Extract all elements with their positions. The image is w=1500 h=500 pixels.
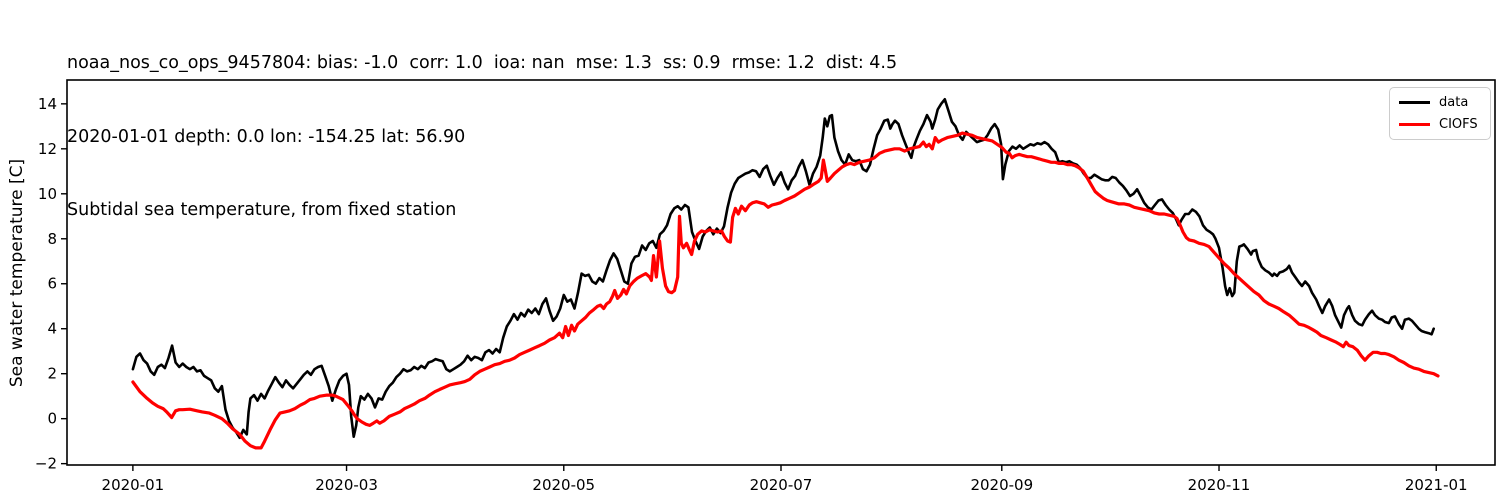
data-line-swatch (1399, 101, 1430, 104)
y-tick-label: 4 (47, 320, 57, 338)
legend-label-ciofs: CIOFS (1439, 117, 1478, 132)
y-tick-label: 12 (38, 140, 57, 158)
x-tick-label: 2020-03 (315, 476, 378, 494)
x-tick-label: 2021-01 (1405, 476, 1468, 494)
y-tick-label: 2 (47, 365, 57, 383)
ciofs-line-swatch (1399, 123, 1430, 126)
legend-label-data: data (1439, 95, 1469, 110)
x-tick-label: 2020-01 (102, 476, 165, 494)
y-tick-label: 8 (47, 230, 57, 248)
series-line-CIOFS (131, 131, 1440, 450)
chart-title: noaa_nos_co_ops_9457804: bias: -1.0 corr… (67, 2, 897, 272)
y-tick-label: 6 (47, 275, 57, 293)
x-tick-label: 2020-07 (750, 476, 813, 494)
series-line-data (131, 98, 1435, 440)
y-tick-label: −2 (35, 455, 57, 473)
x-tick-label: 2020-09 (970, 476, 1033, 494)
legend-item-ciofs: CIOFS (1399, 117, 1482, 132)
y-tick-label: 10 (38, 185, 57, 203)
legend-item-data: data (1399, 95, 1482, 110)
legend: data CIOFS (1389, 87, 1491, 140)
y-tick-label: 14 (38, 95, 57, 113)
title-line-location: 2020-01-01 depth: 0.0 lon: -154.25 lat: … (67, 126, 466, 147)
x-tick-label: 2020-05 (532, 476, 595, 494)
title-line-description: Subtidal sea temperature, from fixed sta… (67, 200, 457, 220)
x-tick-label: 2020-11 (1188, 476, 1251, 494)
title-line-stats: noaa_nos_co_ops_9457804: bias: -1.0 corr… (67, 53, 898, 73)
y-tick-label: 0 (47, 410, 57, 428)
